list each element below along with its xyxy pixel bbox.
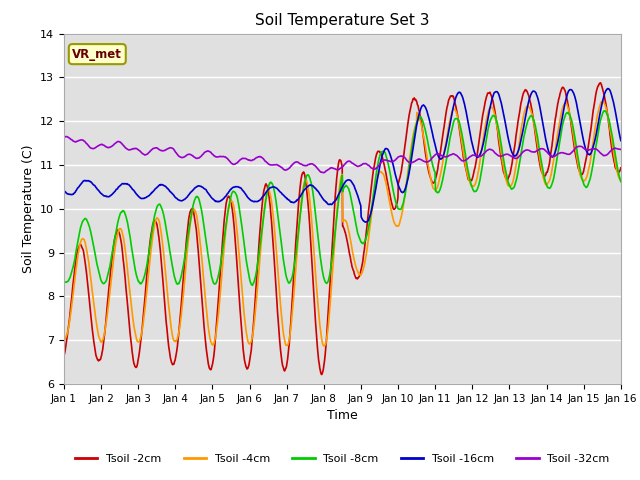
Title: Soil Temperature Set 3: Soil Temperature Set 3 [255, 13, 429, 28]
Legend: Tsoil -2cm, Tsoil -4cm, Tsoil -8cm, Tsoil -16cm, Tsoil -32cm: Tsoil -2cm, Tsoil -4cm, Tsoil -8cm, Tsoi… [70, 449, 614, 468]
Text: VR_met: VR_met [72, 48, 122, 60]
X-axis label: Time: Time [327, 409, 358, 422]
Y-axis label: Soil Temperature (C): Soil Temperature (C) [22, 144, 35, 273]
